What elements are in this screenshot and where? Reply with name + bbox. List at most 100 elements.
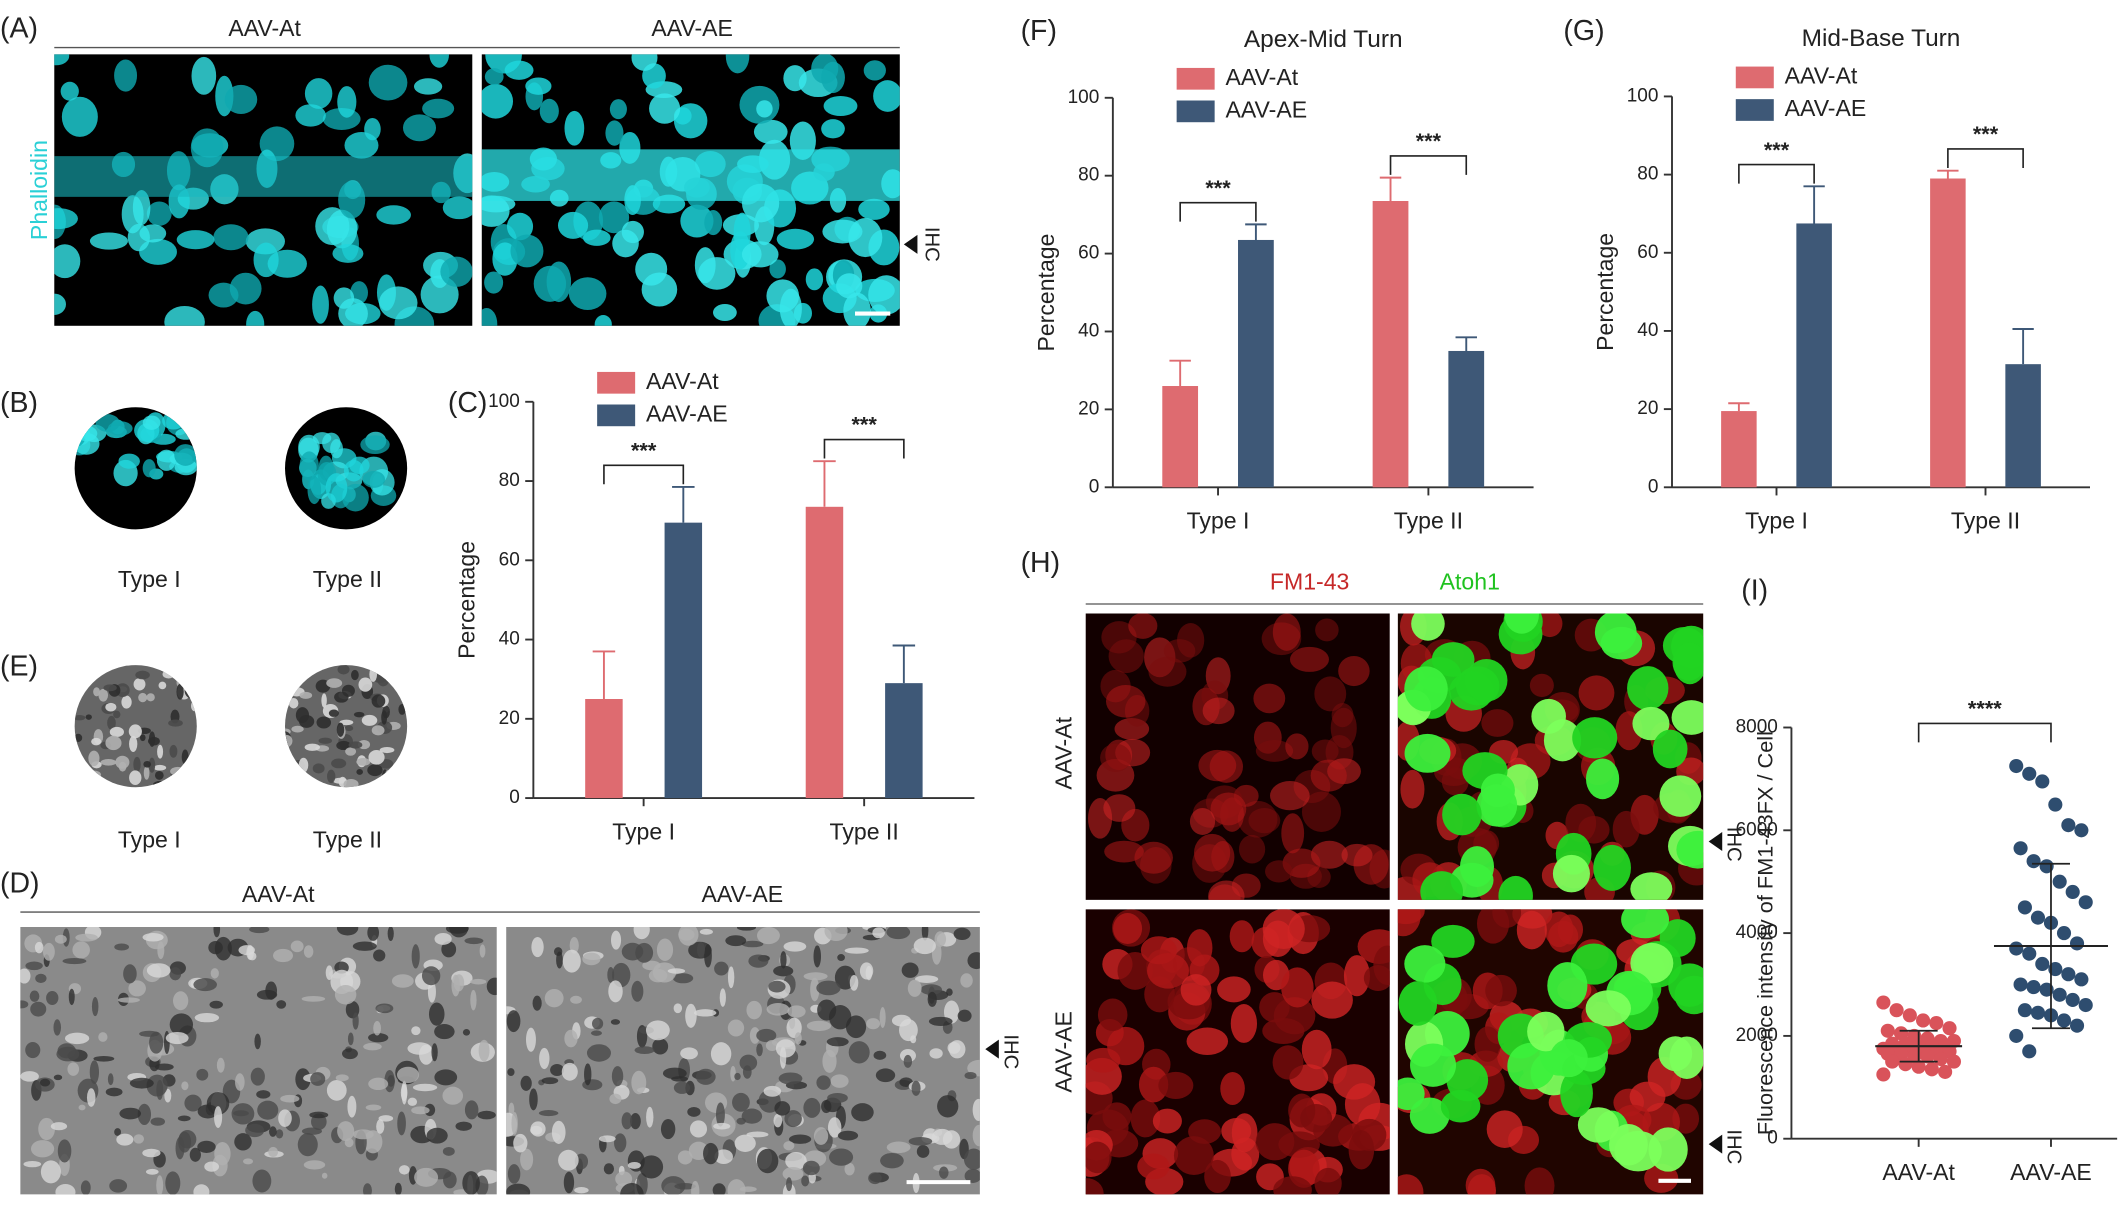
texture-blob — [137, 1103, 152, 1126]
texture-blob — [813, 945, 822, 968]
texture-blob — [158, 665, 168, 673]
texture-blob — [146, 963, 171, 978]
sd-bar — [1899, 1029, 1938, 1063]
texture-blob — [177, 1115, 191, 1122]
panel-label: (B) — [0, 387, 38, 419]
texture-blob — [343, 779, 359, 788]
texture-blob — [470, 978, 487, 985]
texture-blob — [946, 988, 953, 996]
texture-blob — [960, 973, 973, 988]
texture-blob — [54, 934, 67, 944]
texture-blob — [344, 131, 379, 159]
data-point — [1880, 1023, 1895, 1038]
texture-blob — [609, 99, 627, 120]
texture-blob — [703, 1142, 719, 1165]
texture-blob — [67, 1062, 80, 1076]
texture-blob — [379, 746, 395, 754]
texture-blob — [114, 59, 138, 92]
data-point — [1916, 1013, 1931, 1028]
texture-blob — [1404, 733, 1451, 773]
error-bar — [1169, 359, 1191, 387]
texture-blob — [360, 435, 390, 455]
texture-blob — [442, 1146, 455, 1156]
texture-blob — [165, 1031, 189, 1045]
texture-blob — [114, 1128, 122, 1136]
texture-blob — [54, 244, 81, 279]
texture-blob — [278, 1109, 292, 1128]
texture-blob — [570, 995, 582, 1004]
texture-blob — [54, 54, 70, 66]
texture — [54, 54, 473, 326]
texture-blob — [557, 211, 589, 239]
texture-blob — [20, 1071, 39, 1082]
texture-blob — [116, 1133, 134, 1146]
texture-band — [54, 156, 473, 197]
texture-blob — [362, 1183, 372, 1195]
texture-blob — [801, 1175, 810, 1187]
texture-blob — [646, 1106, 654, 1128]
texture-blob — [539, 1047, 550, 1070]
texture-blob — [25, 961, 43, 971]
texture-blob — [165, 1171, 181, 1195]
texture-blob — [1085, 1141, 1112, 1174]
texture-blob — [117, 997, 140, 1003]
data-point — [2030, 1005, 2046, 1020]
texture-blob — [1481, 709, 1514, 737]
texture-blob — [385, 769, 392, 779]
texture-blob — [610, 1019, 621, 1025]
texture-blob — [153, 764, 167, 771]
texture-blob — [592, 1017, 604, 1030]
texture-blob — [1341, 843, 1373, 867]
texture-blob — [1259, 992, 1290, 1023]
texture-blob — [180, 665, 195, 674]
texture-blob — [631, 980, 644, 1002]
texture-blob — [332, 777, 348, 784]
texture-blob — [635, 252, 668, 286]
texture-blob — [213, 927, 221, 938]
legend-label: AAV-At — [1785, 63, 1858, 89]
texture-blob — [914, 975, 939, 983]
texture-blob — [189, 778, 197, 788]
legend-swatch — [597, 371, 636, 394]
texture-blob — [345, 747, 357, 756]
texture-blob — [506, 1183, 531, 1195]
texture-blob — [504, 60, 534, 80]
texture-blob — [901, 962, 919, 978]
texture-blob — [873, 1050, 887, 1060]
data-point — [2035, 774, 2050, 789]
texture-blob — [256, 1090, 271, 1099]
texture-blob — [280, 1094, 300, 1103]
texture-blob — [175, 1136, 185, 1160]
texture-blob — [118, 761, 127, 772]
texture-blob — [338, 298, 368, 326]
texture-blob — [806, 1020, 832, 1032]
texture-blob — [276, 1000, 287, 1009]
texture-blob — [342, 483, 369, 512]
texture-blob — [849, 974, 859, 991]
texture-blob — [1158, 1071, 1194, 1100]
texture-blob — [645, 1020, 670, 1041]
group-label: AAV-AE — [651, 15, 733, 41]
texture-blob — [135, 670, 150, 680]
arrow — [1708, 832, 1723, 851]
legend-label: AAV-AE — [1226, 96, 1308, 122]
texture-blob — [693, 1009, 717, 1017]
data-point — [1911, 1059, 1926, 1074]
texture-blob — [634, 1046, 655, 1055]
texture-blob — [208, 282, 239, 308]
texture-blob — [1627, 666, 1669, 711]
data-point — [1942, 1021, 1957, 1036]
texture-blob — [361, 714, 378, 726]
texture-blob — [252, 1169, 272, 1193]
texture-blob — [848, 1041, 870, 1064]
arrow — [1708, 1134, 1723, 1154]
texture-blob — [1220, 1072, 1245, 1105]
texture-blob — [133, 756, 141, 773]
error-bar — [1728, 402, 1750, 412]
texture-blob — [1577, 1107, 1619, 1143]
texture-blob — [133, 1134, 145, 1144]
texture-blob — [98, 688, 109, 702]
significance-bracket — [603, 464, 685, 485]
data-point — [2022, 1044, 2037, 1059]
texture-blob — [667, 968, 686, 974]
